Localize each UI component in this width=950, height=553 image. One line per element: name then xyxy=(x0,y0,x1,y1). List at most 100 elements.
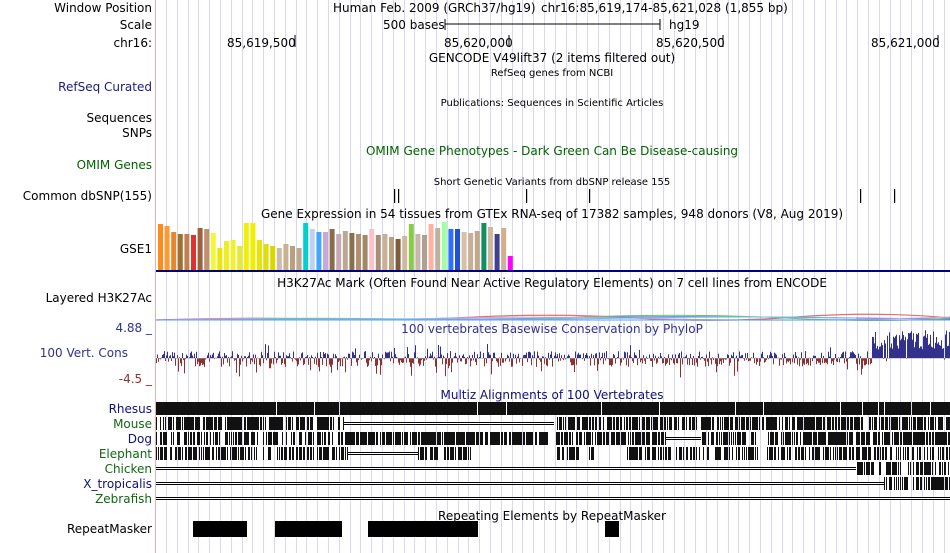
multiz-species-x_tropicalis: X_tropicalis xyxy=(83,477,152,491)
alignment-block xyxy=(557,417,950,430)
snp-mark xyxy=(860,189,862,203)
repeat-element xyxy=(368,521,478,537)
multiz-species-dog: Dog xyxy=(127,432,152,446)
scale-assembly: hg19 xyxy=(669,18,700,32)
repeatmasker-track-label[interactable]: RepeatMasker xyxy=(66,522,152,536)
gtex-tissue-bar xyxy=(474,231,480,270)
scale-bar-text: 500 bases xyxy=(383,18,445,32)
alignment-block xyxy=(857,462,949,475)
gtex-tissue-bar xyxy=(309,229,315,270)
gtex-tissue-bar xyxy=(303,223,309,270)
gtex-tissue-bar xyxy=(455,229,460,270)
gtex-tissue-bar xyxy=(204,229,210,270)
snp-mark xyxy=(526,189,528,203)
gtex-tissue-bar xyxy=(316,232,322,270)
gtex-tissue-bar xyxy=(336,234,342,270)
gtex-tissue-bar xyxy=(507,256,513,270)
ruler-tick-3: 85,620,500 xyxy=(656,36,725,50)
snp-mark xyxy=(589,189,591,203)
gtex-tissue-bar xyxy=(481,223,487,270)
alignment-block xyxy=(557,447,594,460)
ruler-chrom-label: chr16: xyxy=(113,36,152,50)
gtex-tissue-bar xyxy=(250,223,256,270)
gtex-tissue-bar xyxy=(369,229,375,270)
multiz-species-zebrafish: Zebrafish xyxy=(95,492,152,506)
gtex-track-label[interactable]: GSE1 xyxy=(119,242,152,256)
snp-mark xyxy=(894,189,896,203)
dbsnp-track-label[interactable]: Common dbSNP(155) xyxy=(22,189,152,203)
omim-track-label[interactable]: OMIM Genes xyxy=(76,158,152,172)
gtex-tissue-bar xyxy=(329,229,335,270)
multiz-species-rhesus: Rhesus xyxy=(108,402,152,416)
h3k27ac-track-label[interactable]: Layered H3K27Ac xyxy=(45,291,152,305)
alignment-block xyxy=(156,402,950,415)
gtex-tissue-bar xyxy=(217,248,223,270)
repeatmasker-track[interactable] xyxy=(156,520,950,538)
position-coords[interactable]: chr16:85,619,174-85,621,028 (1,855 bp) xyxy=(541,1,788,15)
dbsnp-track[interactable] xyxy=(156,187,950,205)
gtex-tissue-bar xyxy=(435,228,441,270)
ruler-tick-2: 85,620,000 xyxy=(444,36,513,50)
gtex-tissue-bar xyxy=(191,235,196,270)
gtex-tissue-bar xyxy=(395,239,401,270)
snp-mark xyxy=(398,189,400,203)
repeat-element xyxy=(275,521,342,537)
alignment-block xyxy=(156,417,344,430)
gtex-tissue-bar xyxy=(382,234,388,270)
gtex-tissue-bar xyxy=(461,232,467,270)
gtex-chart[interactable] xyxy=(156,221,950,275)
conservation-track-label[interactable]: 100 Vert. Cons xyxy=(39,346,128,360)
h3k27ac-track[interactable] xyxy=(156,290,950,324)
gtex-tissue-bar xyxy=(171,232,177,270)
gtex-tissue-bar xyxy=(237,246,243,270)
gtex-tissue-bar xyxy=(323,232,328,270)
gtex-tissue-bar xyxy=(263,244,269,270)
gtex-tissue-bar xyxy=(356,234,361,270)
conservation-positive-scores xyxy=(157,330,950,358)
gtex-tissue-bar xyxy=(177,234,183,270)
gtex-tissue-bar xyxy=(210,233,216,270)
gtex-tissue-bar xyxy=(415,234,421,270)
gtex-tissue-bar xyxy=(224,241,229,270)
gtex-tissue-bar xyxy=(422,235,427,270)
conservation-negative-scores xyxy=(156,358,945,378)
gtex-tissue-bar xyxy=(349,233,355,270)
gtex-tissue-bar xyxy=(164,226,170,270)
assembly-name: Human Feb. 2009 (GRCh37/hg19) xyxy=(333,1,536,15)
snp-mark xyxy=(394,189,396,203)
gencode-title: GENCODE V49lift37 (2 items filtered out) xyxy=(428,51,676,65)
alignment-block xyxy=(156,432,342,445)
alignment-block xyxy=(556,432,666,445)
gtex-tissue-bar xyxy=(448,229,454,270)
refseq-track-label[interactable]: RefSeq Curated xyxy=(58,80,152,94)
alignment-block xyxy=(156,447,348,460)
multiz-title: Multiz Alignments of 100 Vertebrates xyxy=(440,388,664,402)
multiz-alignment-blocks[interactable] xyxy=(156,401,950,509)
refseq-title: RefSeq genes from NCBI xyxy=(490,68,614,79)
gtex-tissue-bar xyxy=(184,234,190,270)
multiz-species-chicken: Chicken xyxy=(104,462,152,476)
gtex-tissue-bar xyxy=(441,222,447,270)
gtex-tissue-bar xyxy=(468,233,474,270)
scale-label: Scale xyxy=(119,18,152,32)
alignment-block xyxy=(627,447,950,460)
ruler-tick-4: 85,621,000 xyxy=(871,36,940,50)
publications-title: Publications: Sequences in Scientific Ar… xyxy=(440,98,664,109)
dbsnp-title: Short Genetic Variants from dbSNP releas… xyxy=(433,177,671,188)
snps-track-label[interactable]: SNPs xyxy=(122,126,152,140)
gtex-tissue-bar xyxy=(408,224,414,270)
gtex-tissue-bar xyxy=(362,235,368,270)
gtex-tissue-bar xyxy=(389,237,394,270)
gtex-tissue-bar xyxy=(197,228,203,270)
conservation-ymin: -4.5 _ xyxy=(118,372,152,386)
conservation-ymax: 4.88 _ xyxy=(115,321,152,335)
h3k27ac-title: H3K27Ac Mark (Often Found Near Active Re… xyxy=(277,276,827,290)
scale-bar xyxy=(444,19,661,30)
gtex-tissue-bar xyxy=(428,224,434,270)
repeat-element xyxy=(193,521,247,537)
conservation-title: 100 vertebrates Basewise Conservation by… xyxy=(401,322,703,336)
alignment-block xyxy=(342,432,548,445)
conservation-wiggle[interactable] xyxy=(156,330,950,388)
sequences-track-label[interactable]: Sequences xyxy=(86,111,152,125)
